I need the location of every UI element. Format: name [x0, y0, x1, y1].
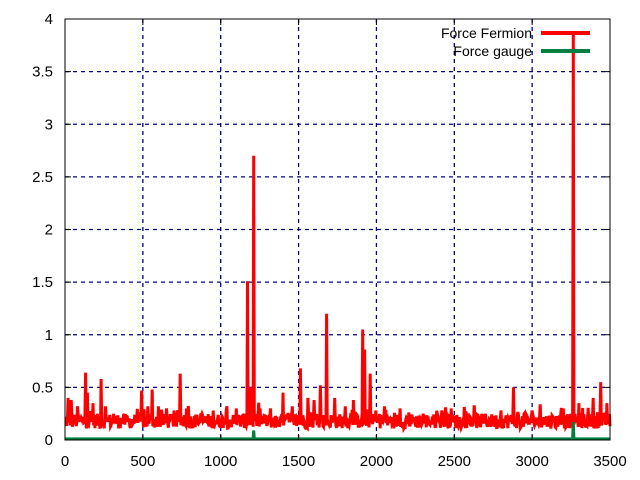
- series-line-0: [64, 31, 612, 434]
- series-line-1: [65, 422, 610, 441]
- series-lines: [64, 31, 612, 441]
- y-tick-label: 0.5: [32, 379, 53, 396]
- grid-lines: [65, 19, 610, 440]
- x-tick-label: 2500: [438, 453, 471, 470]
- legend: Force Fermion Force gauge: [441, 25, 590, 59]
- y-tick-label: 4: [45, 11, 53, 28]
- x-tick-label: 3000: [515, 453, 548, 470]
- x-tick-label: 3500: [593, 453, 626, 470]
- legend-label-1: Force gauge: [453, 43, 532, 59]
- y-tick-label: 3.5: [32, 64, 53, 81]
- y-tick-label: 0: [45, 432, 53, 449]
- legend-label-0: Force Fermion: [441, 25, 532, 41]
- y-tick-label: 2.5: [32, 169, 53, 186]
- x-tick-label: 0: [61, 453, 69, 470]
- x-tick-label: 2000: [360, 453, 393, 470]
- x-tick-label: 500: [130, 453, 155, 470]
- axis-ticks: 0 500 1000 1500 2000 2500 3000 3500 0 0.5 1 1.5 2 2.5…: [32, 11, 627, 470]
- y-tick-label: 1: [45, 327, 53, 344]
- x-tick-label: 1500: [282, 453, 315, 470]
- y-tick-label: 1.5: [32, 274, 53, 291]
- y-tick-label: 3: [45, 116, 53, 133]
- y-tick-label: 2: [45, 222, 53, 239]
- x-tick-label: 1000: [204, 453, 237, 470]
